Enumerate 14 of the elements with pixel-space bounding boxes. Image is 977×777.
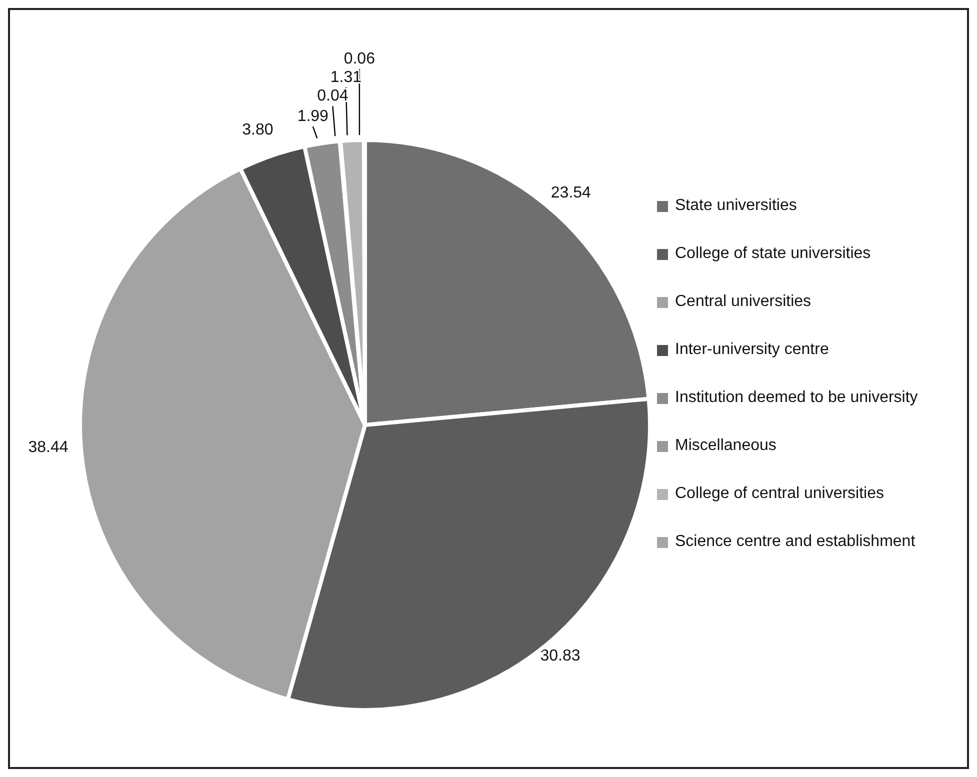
legend-label: State universities bbox=[675, 196, 797, 214]
legend-label: Institution deemed to be university bbox=[675, 388, 918, 406]
data-label: 0.06 bbox=[344, 50, 376, 68]
data-label: 23.54 bbox=[550, 184, 592, 202]
legend-label: College of central universities bbox=[675, 484, 884, 502]
data-label: 3.80 bbox=[242, 121, 274, 138]
legend-label: Central universities bbox=[675, 292, 812, 310]
data-label: 30.83 bbox=[540, 647, 580, 664]
data-label: 1.99 bbox=[297, 108, 329, 125]
legend-label: Science centre and establishment bbox=[675, 532, 916, 550]
legend-label: Inter-university centre bbox=[675, 340, 829, 358]
data-label: 38.44 bbox=[28, 438, 68, 456]
legend-label: College of state universities bbox=[675, 244, 871, 262]
legend-label: Miscellaneous bbox=[675, 436, 776, 454]
